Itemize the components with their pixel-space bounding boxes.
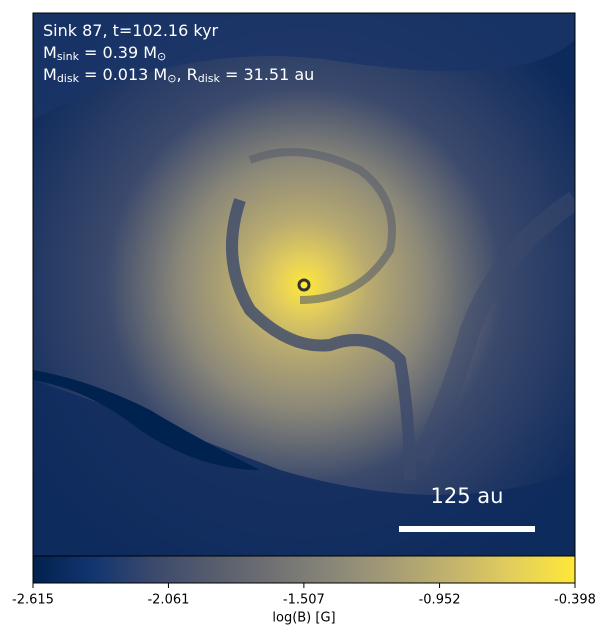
annotation-subscript: disk xyxy=(57,72,80,85)
annotation-text: , R xyxy=(176,65,197,84)
annotation-text: = 0.39 M xyxy=(79,43,157,62)
annotation-text: = 0.013 M xyxy=(79,65,167,84)
colorbar-tick-label: -2.061 xyxy=(147,593,189,608)
colorbar-label: log(B) [G] xyxy=(272,611,335,626)
annotation: Mdisk = 0.013 M⊙, Rdisk = 31.51 au xyxy=(43,65,314,86)
scale-bar xyxy=(399,526,535,532)
annotation-subscript: ⊙ xyxy=(157,50,166,63)
colorbar xyxy=(32,555,576,584)
colorbar-tick-label: -2.615 xyxy=(12,593,54,608)
annotation-text: M xyxy=(43,65,57,84)
sink-marker xyxy=(297,278,311,292)
colorbar-tick-label: -0.952 xyxy=(419,593,461,608)
annotation-text: = 31.51 au xyxy=(220,65,314,84)
annotation: Msink = 0.39 M⊙ xyxy=(43,43,166,64)
colorbar-tick-label: -0.398 xyxy=(554,593,596,608)
annotation-subscript: disk xyxy=(198,72,221,85)
annotation-subscript: ⊙ xyxy=(167,72,176,85)
annotation-text: Sink 87, t=102.16 kyr xyxy=(43,21,219,40)
image xyxy=(33,13,575,556)
annotation: Sink 87, t=102.16 kyr xyxy=(43,21,219,40)
colorbar-tick-label: -1.507 xyxy=(283,593,325,608)
annotation-text: M xyxy=(43,43,57,62)
annotation-subscript: sink xyxy=(57,50,80,63)
scale-bar-label: 125 au xyxy=(431,484,504,508)
